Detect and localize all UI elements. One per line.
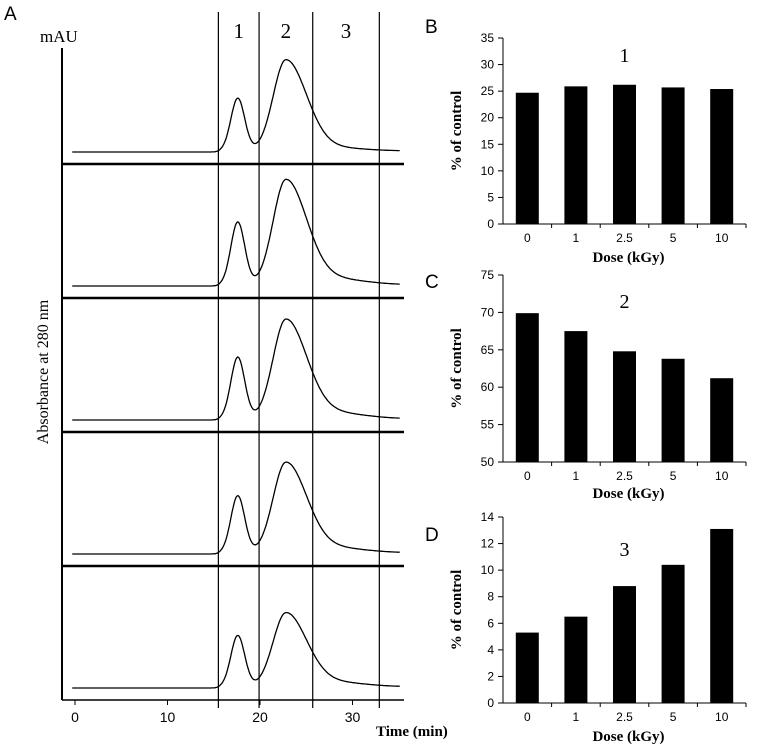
x-tick-label: 0: [71, 709, 79, 725]
y-tick-label: 50: [481, 455, 495, 469]
x-tick-label: 2.5: [616, 231, 633, 245]
bar: [564, 86, 588, 224]
y-unit-label: mAU: [40, 27, 78, 46]
x-tick-label: 5: [670, 710, 677, 724]
y-tick-label: 14: [481, 510, 495, 524]
y-axis-title: Absorbance at 280 nm: [35, 299, 52, 444]
bar: [515, 313, 539, 462]
panel-letter: D: [425, 525, 439, 546]
y-axis-title: % of control: [449, 570, 465, 651]
panel-d-chart: D 3 0 2 4 6 8 10 12 14 % of control 0 1 2.5 5 10 Dose (k…: [425, 510, 747, 745]
y-tick-label: 2: [487, 669, 494, 683]
x-tick-label: 0: [524, 231, 531, 245]
bar: [710, 378, 734, 462]
x-tick-label: 2.5: [616, 469, 633, 483]
bar: [515, 92, 539, 224]
x-tick-label: 20: [252, 709, 268, 725]
bar: [564, 331, 588, 462]
panel-a-letter: A: [4, 4, 17, 25]
bar: [661, 87, 685, 225]
panel-c-chart: C 2 50 55 60 65 70 75 % of control 0 1 2.5 5 10 Dose (…: [425, 268, 747, 502]
y-tick-label: 8: [487, 590, 494, 604]
x-axis-title: Dose (kGy): [592, 486, 664, 502]
x-tick-label: 1: [573, 710, 580, 724]
y-tick-label: 10: [481, 563, 495, 577]
bar: [710, 528, 734, 703]
x-axis-title: Time (min): [376, 724, 448, 740]
x-tick-label: 2.5: [616, 710, 633, 724]
x-tick-label: 5: [670, 469, 677, 483]
panel-letter: C: [425, 272, 439, 293]
x-axis-title: Dose (kGy): [592, 729, 664, 745]
x-tick-label: 10: [160, 709, 176, 725]
y-tick-label: 12: [481, 537, 495, 551]
x-tick-label: 1: [573, 231, 580, 245]
y-tick-label: 35: [481, 31, 495, 45]
trace-3: [72, 318, 400, 421]
trace-2: [72, 178, 400, 287]
bar: [564, 616, 588, 703]
x-tick-label: 1: [573, 469, 580, 483]
trace-1: [72, 58, 400, 153]
y-tick-label: 55: [481, 418, 495, 432]
y-tick-label: 30: [481, 58, 495, 72]
trace-5: [72, 611, 400, 689]
chart-title: 3: [620, 539, 630, 561]
panel-letter: B: [425, 17, 438, 38]
y-tick-label: 25: [481, 84, 495, 98]
y-tick-label: 0: [487, 696, 494, 710]
y-tick-label: 75: [481, 268, 495, 282]
x-tick-label: 10: [715, 231, 729, 245]
fraction-label: 1: [233, 19, 244, 43]
bar: [613, 586, 636, 703]
y-tick-label: 20: [481, 111, 495, 125]
x-tick-label: 30: [345, 709, 361, 725]
y-tick-label: 10: [481, 164, 495, 178]
chart-title: 1: [620, 45, 630, 67]
trace-4: [72, 461, 400, 555]
y-tick-label: 65: [481, 343, 495, 357]
bar: [661, 564, 685, 703]
x-tick-label: 0: [524, 710, 531, 724]
x-tick-label: 5: [670, 231, 677, 245]
x-tick-label: 10: [715, 469, 729, 483]
y-tick-label: 6: [487, 616, 494, 630]
y-tick-label: 0: [487, 217, 494, 231]
x-tick-label: 0: [524, 469, 531, 483]
y-tick-label: 15: [481, 137, 495, 151]
y-tick-label: 60: [481, 380, 495, 394]
bar: [710, 89, 734, 224]
fraction-label: 2: [281, 19, 292, 43]
bar: [613, 84, 636, 224]
chart-title: 2: [620, 291, 630, 313]
y-tick-label: 5: [487, 190, 494, 204]
fraction-label: 3: [341, 19, 352, 43]
y-tick-label: 70: [481, 305, 495, 319]
y-axis-title: % of control: [449, 91, 465, 172]
bar: [613, 351, 636, 462]
x-tick-label: 10: [715, 710, 729, 724]
y-axis-title: % of control: [449, 328, 465, 409]
bar: [515, 632, 539, 703]
bar: [661, 358, 685, 462]
y-tick-label: 4: [487, 643, 494, 657]
x-axis-title: Dose (kGy): [592, 250, 664, 266]
